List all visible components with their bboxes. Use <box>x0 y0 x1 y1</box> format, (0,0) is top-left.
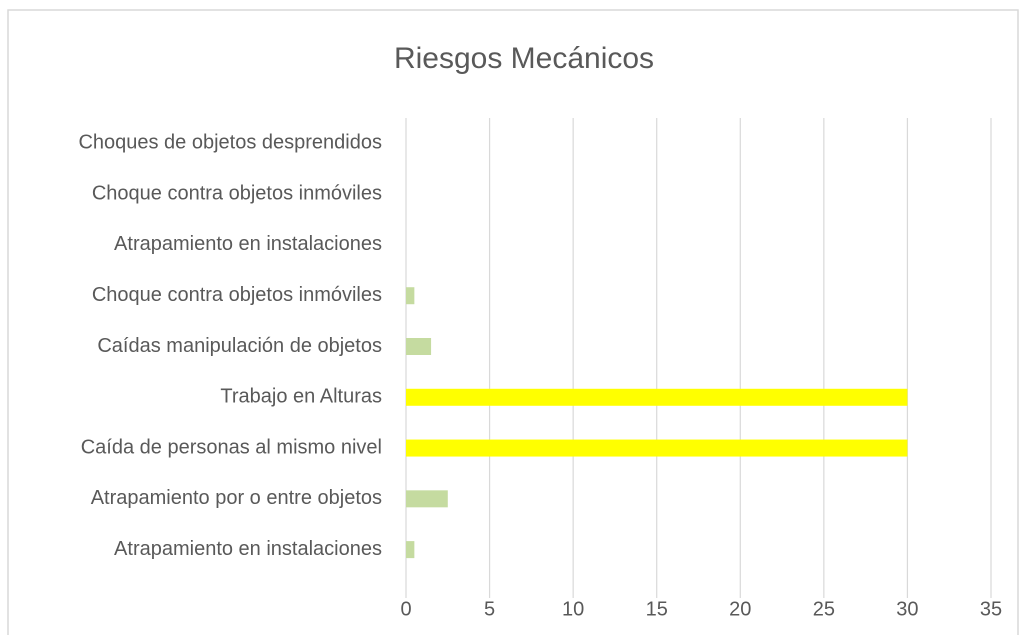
x-tick-label: 15 <box>646 598 668 620</box>
y-tick-label: Choques de objetos desprendidos <box>78 132 382 154</box>
x-tick-label: 35 <box>980 598 1002 620</box>
bar <box>406 287 415 305</box>
x-tick-label: 25 <box>813 598 835 620</box>
y-tick-label: Atrapamiento por o entre objetos <box>91 487 382 509</box>
y-tick-label: Atrapamiento en instalaciones <box>114 233 382 255</box>
y-tick-label: Trabajo en Alturas <box>220 386 382 408</box>
x-tick-label: 0 <box>400 598 411 620</box>
x-tick-label: 20 <box>729 598 751 620</box>
x-tick-label: 10 <box>562 598 584 620</box>
x-tick-label: 30 <box>896 598 918 620</box>
y-tick-label: Choque contra objetos inmóviles <box>92 182 382 204</box>
y-tick-label: Atrapamiento en instalaciones <box>114 538 382 560</box>
bar <box>406 439 908 457</box>
y-tick-label: Caídas manipulación de objetos <box>97 335 382 357</box>
bar <box>406 338 432 355</box>
x-tick-label: 5 <box>484 598 495 620</box>
y-tick-label: Choque contra objetos inmóviles <box>92 284 382 306</box>
bar <box>406 388 908 406</box>
bar <box>406 541 415 559</box>
y-tick-label: Caída de personas al mismo nivel <box>81 436 382 458</box>
chart-title: Riesgos Mecánicos <box>394 42 654 75</box>
chart-border <box>7 9 1019 635</box>
bar <box>406 490 448 508</box>
